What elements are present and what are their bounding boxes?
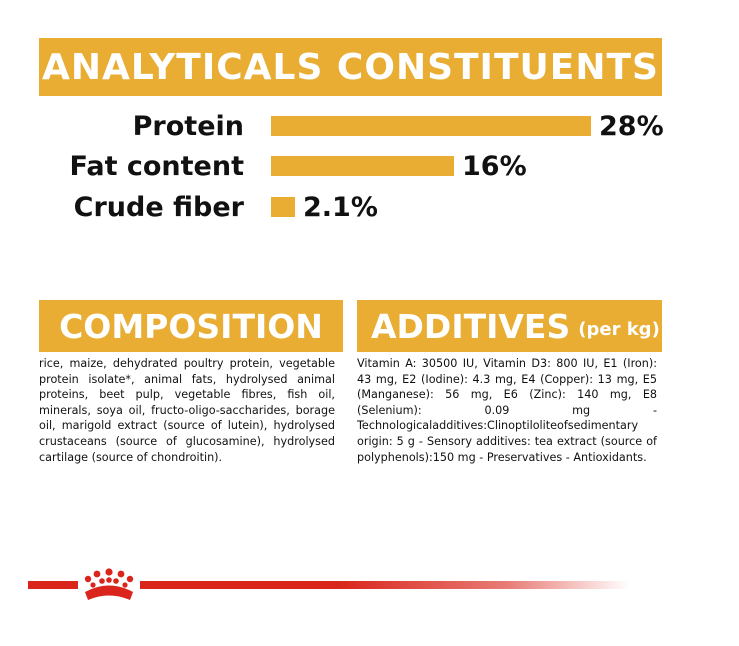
additives-text: Vitamin A: 30500 IU, Vitamin D3: 800 IU,… [357, 357, 657, 464]
composition-text: rice, maize, dehydrated poultry protein,… [39, 357, 335, 464]
bar-value-fiber: 2.1% [303, 192, 378, 223]
additives-title-banner: ADDITIVES (per kg) [357, 300, 662, 352]
bar-value-protein: 28% [599, 111, 664, 142]
royal-canin-crown-icon [84, 568, 134, 600]
additives-title: ADDITIVES [371, 306, 571, 346]
composition-title-banner: COMPOSITION [39, 300, 343, 352]
bar-fat [271, 156, 454, 176]
bar-fiber [271, 197, 295, 217]
bar-label-fiber: Crude fiber [73, 192, 244, 223]
bar-value-fat: 16% [462, 151, 527, 182]
footer-red-line-left [28, 581, 78, 589]
footer-red-line-right [140, 581, 630, 589]
bar-label-fat: Fat content [69, 151, 244, 182]
additives-unit: (per kg) [578, 318, 660, 340]
bar-label-protein: Protein [132, 111, 244, 142]
analytics-title-banner: ANALYTICALS CONSTITUENTS [39, 38, 662, 96]
analytics-bars: Protein 28% Fat content 16% Crude fiber … [0, 105, 739, 235]
composition-title: COMPOSITION [59, 306, 323, 346]
bar-protein [271, 116, 591, 136]
analytics-title: ANALYTICALS CONSTITUENTS [42, 46, 659, 88]
